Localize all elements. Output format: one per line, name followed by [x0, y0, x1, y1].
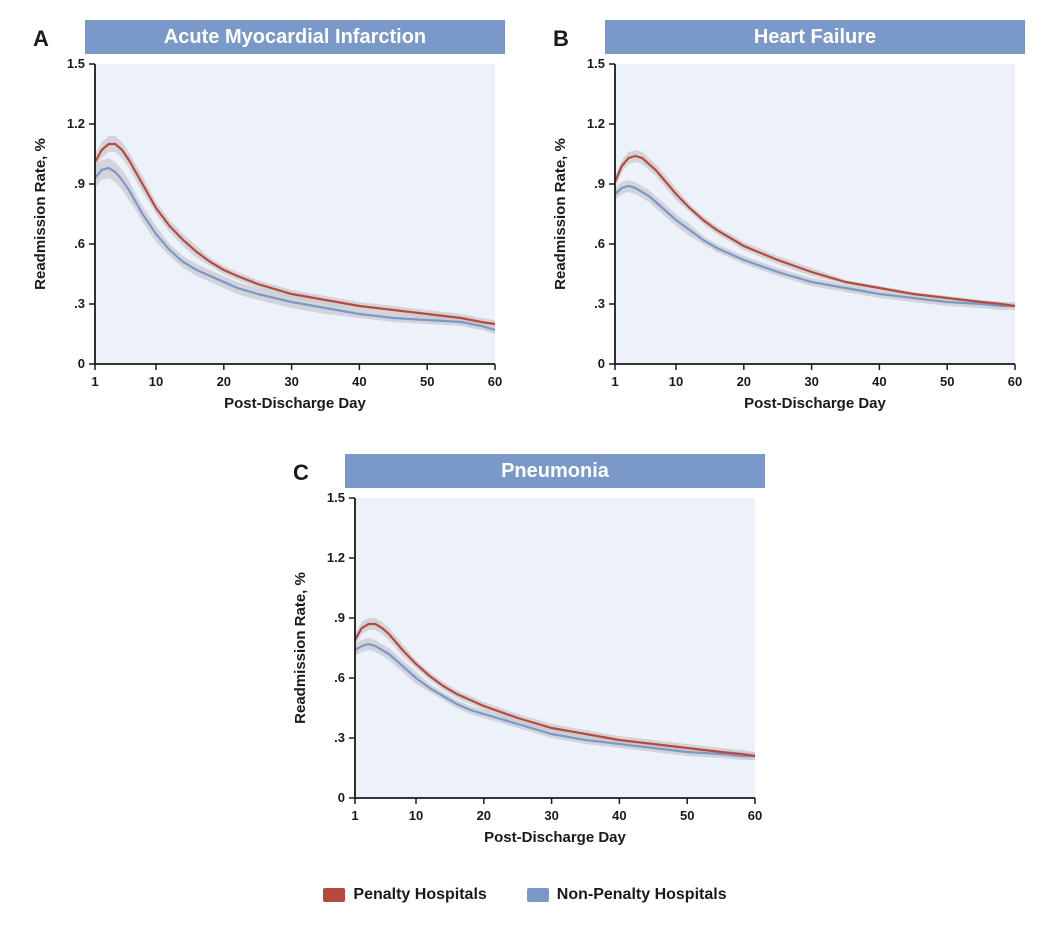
- svg-text:1: 1: [611, 374, 618, 389]
- svg-text:.6: .6: [594, 236, 605, 251]
- svg-text:0: 0: [338, 790, 345, 805]
- svg-text:1.2: 1.2: [327, 550, 345, 565]
- svg-text:30: 30: [804, 374, 818, 389]
- svg-text:1.5: 1.5: [67, 56, 85, 71]
- svg-text:.6: .6: [74, 236, 85, 251]
- svg-text:.9: .9: [594, 176, 605, 191]
- chart-svg: 1 10 20 30 40 50 60 0 .3 .6 .9 1.2 1.5 Post-Discharge…: [25, 54, 505, 434]
- panel-title: Heart Failure: [605, 20, 1025, 54]
- chart-svg: 1 10 20 30 40 50 60 0 .3 .6 .9 1.2 1.5 Post-Discharge…: [545, 54, 1025, 434]
- svg-text:50: 50: [940, 374, 954, 389]
- svg-text:10: 10: [149, 374, 163, 389]
- svg-text:0: 0: [78, 356, 85, 371]
- svg-text:10: 10: [409, 808, 423, 823]
- svg-text:.3: .3: [594, 296, 605, 311]
- svg-text:50: 50: [680, 808, 694, 823]
- legend-swatch-penalty: [323, 888, 345, 902]
- svg-text:0: 0: [598, 356, 605, 371]
- panel-c: C Pneumonia 1 10 20 30 40 50 60 0 .3 .6 .9 1.2 1.5 Post…: [285, 454, 765, 868]
- panel-letter: B: [553, 26, 569, 52]
- panel-a: A Acute Myocardial Infarction 1 10 20 30 40 50 6…: [25, 20, 505, 434]
- svg-text:60: 60: [748, 808, 762, 823]
- chart-svg: 1 10 20 30 40 50 60 0 .3 .6 .9 1.2 1.5 Post-Discharge…: [285, 488, 765, 868]
- y-axis-label: Readmission Rate, %: [552, 138, 569, 290]
- svg-text:.6: .6: [334, 670, 345, 685]
- svg-text:20: 20: [477, 808, 491, 823]
- panel-b: B Heart Failure 1 10 20 30 40 50 60 0 .3 .6 .9 1.2 1.5…: [545, 20, 1025, 434]
- legend-label-penalty: Penalty Hospitals: [353, 886, 486, 904]
- svg-text:.9: .9: [74, 176, 85, 191]
- svg-text:20: 20: [737, 374, 751, 389]
- legend-label-nonpenalty: Non-Penalty Hospitals: [557, 886, 727, 904]
- y-axis-label: Readmission Rate, %: [32, 138, 49, 290]
- svg-text:.3: .3: [334, 730, 345, 745]
- panel-title: Acute Myocardial Infarction: [85, 20, 505, 54]
- svg-text:10: 10: [669, 374, 683, 389]
- legend-swatch-nonpenalty: [527, 888, 549, 902]
- svg-text:1.5: 1.5: [327, 490, 345, 505]
- panel-title: Pneumonia: [345, 454, 765, 488]
- x-axis-label: Post-Discharge Day: [744, 395, 886, 412]
- svg-text:60: 60: [1008, 374, 1022, 389]
- x-axis-label: Post-Discharge Day: [484, 829, 626, 846]
- legend: Penalty Hospitals Non-Penalty Hospitals: [20, 886, 1030, 904]
- y-axis-label: Readmission Rate, %: [292, 572, 309, 724]
- svg-text:30: 30: [284, 374, 298, 389]
- svg-text:1.5: 1.5: [587, 56, 605, 71]
- svg-text:.3: .3: [74, 296, 85, 311]
- svg-text:1: 1: [91, 374, 98, 389]
- svg-text:40: 40: [352, 374, 366, 389]
- svg-text:20: 20: [217, 374, 231, 389]
- panel-letter: A: [33, 26, 49, 52]
- svg-text:1.2: 1.2: [587, 116, 605, 131]
- svg-text:1.2: 1.2: [67, 116, 85, 131]
- svg-text:.9: .9: [334, 610, 345, 625]
- chart-grid: AAcute Myocardial Infarction110203040506…: [20, 20, 1030, 868]
- svg-text:50: 50: [420, 374, 434, 389]
- svg-text:40: 40: [872, 374, 886, 389]
- legend-item-penalty: Penalty Hospitals: [323, 886, 486, 904]
- svg-text:40: 40: [612, 808, 626, 823]
- svg-text:1: 1: [351, 808, 358, 823]
- panel-letter: C: [293, 460, 309, 486]
- svg-text:60: 60: [488, 374, 502, 389]
- svg-text:30: 30: [544, 808, 558, 823]
- legend-item-nonpenalty: Non-Penalty Hospitals: [527, 886, 727, 904]
- x-axis-label: Post-Discharge Day: [224, 395, 366, 412]
